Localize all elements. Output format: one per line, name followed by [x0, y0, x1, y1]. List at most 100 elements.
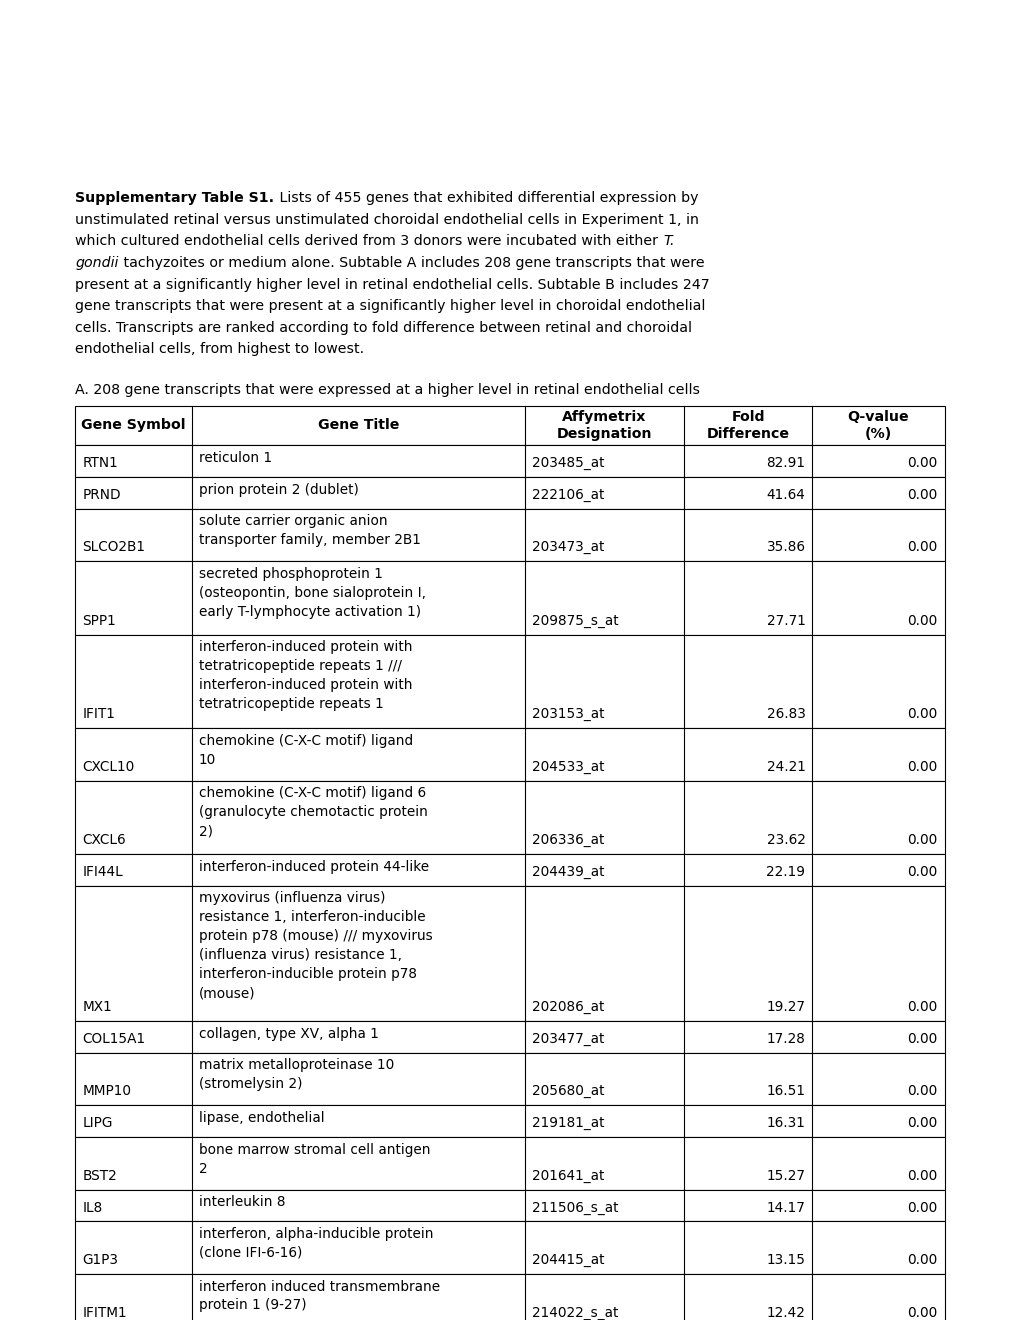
Text: 0.00: 0.00	[907, 865, 936, 879]
Text: prion protein 2 (dublet): prion protein 2 (dublet)	[199, 483, 359, 496]
Text: gene transcripts that were present at a significantly higher level in choroidal : gene transcripts that were present at a …	[75, 300, 705, 313]
Text: CXCL10: CXCL10	[83, 760, 135, 774]
Text: SPP1: SPP1	[83, 614, 116, 627]
Text: 0.00: 0.00	[907, 760, 936, 774]
Text: A. 208 gene transcripts that were expressed at a higher level in retinal endothe: A. 208 gene transcripts that were expres…	[75, 383, 700, 397]
Text: 27.71: 27.71	[766, 614, 805, 627]
Text: IFITM1: IFITM1	[83, 1305, 127, 1320]
Text: Q-value
(%): Q-value (%)	[847, 411, 908, 441]
Bar	[75, 1053, 944, 1105]
Text: tachyzoites or medium alone. Subtable A includes 208 gene transcripts that were: tachyzoites or medium alone. Subtable A …	[119, 256, 704, 271]
Text: IL8: IL8	[83, 1201, 103, 1214]
Text: 0.00: 0.00	[907, 833, 936, 847]
Text: 0.00: 0.00	[907, 1032, 936, 1045]
Bar	[75, 1189, 944, 1221]
Text: 0.00: 0.00	[907, 708, 936, 722]
Text: 219181_at: 219181_at	[531, 1117, 603, 1130]
Text: interleukin 8: interleukin 8	[199, 1195, 285, 1209]
Text: 14.17: 14.17	[766, 1201, 805, 1214]
Text: reticulon 1: reticulon 1	[199, 451, 272, 465]
Text: 0.00: 0.00	[907, 1305, 936, 1320]
Text: interferon, alpha-inducible protein
(clone IFI-6-16): interferon, alpha-inducible protein (clo…	[199, 1228, 433, 1261]
Text: 16.31: 16.31	[766, 1117, 805, 1130]
Text: gondii: gondii	[75, 256, 119, 271]
Text: 24.21: 24.21	[766, 760, 805, 774]
Text: 209875_s_at: 209875_s_at	[531, 614, 618, 627]
Text: myxovirus (influenza virus)
resistance 1, interferon-inducible
protein p78 (mous: myxovirus (influenza virus) resistance 1…	[199, 891, 432, 1001]
Text: 0.00: 0.00	[907, 1253, 936, 1267]
Text: 205680_at: 205680_at	[531, 1085, 603, 1098]
Text: unstimulated retinal versus unstimulated choroidal endothelial cells in Experime: unstimulated retinal versus unstimulated…	[75, 213, 699, 227]
Text: 0.00: 0.00	[907, 1085, 936, 1098]
Bar	[75, 477, 944, 510]
Bar	[75, 886, 944, 1022]
Text: 0.00: 0.00	[907, 614, 936, 627]
Text: present at a significantly higher level in retinal endothelial cells. Subtable B: present at a significantly higher level …	[75, 277, 709, 292]
Text: Gene Symbol: Gene Symbol	[82, 418, 185, 433]
Text: 16.51: 16.51	[765, 1085, 805, 1098]
Text: chemokine (C-X-C motif) ligand
10: chemokine (C-X-C motif) ligand 10	[199, 734, 413, 767]
Text: Gene Title: Gene Title	[317, 418, 398, 433]
Text: 26.83: 26.83	[766, 708, 805, 722]
Text: 0.00: 0.00	[907, 488, 936, 502]
Text: 23.62: 23.62	[766, 833, 805, 847]
Bar	[75, 781, 944, 854]
Bar	[75, 445, 944, 477]
Bar	[75, 1274, 944, 1320]
Text: interferon-induced protein with
tetratricopeptide repeats 1 ///
interferon-induc: interferon-induced protein with tetratri…	[199, 640, 412, 711]
Text: cells. Transcripts are ranked according to fold difference between retinal and c: cells. Transcripts are ranked according …	[75, 321, 692, 334]
Bar	[75, 854, 944, 886]
Text: solute carrier organic anion
transporter family, member 2B1: solute carrier organic anion transporter…	[199, 515, 421, 548]
Bar	[75, 405, 944, 445]
Text: which cultured endothelial cells derived from 3 donors were incubated with eithe: which cultured endothelial cells derived…	[75, 235, 662, 248]
Text: 204533_at: 204533_at	[531, 760, 603, 774]
Text: 211506_s_at: 211506_s_at	[531, 1201, 618, 1214]
Text: 13.15: 13.15	[765, 1253, 805, 1267]
Text: 82.91: 82.91	[765, 457, 805, 470]
Text: 206336_at: 206336_at	[531, 833, 603, 847]
Text: collagen, type XV, alpha 1: collagen, type XV, alpha 1	[199, 1027, 378, 1040]
Text: endothelial cells, from highest to lowest.: endothelial cells, from highest to lowes…	[75, 342, 364, 356]
Text: LIPG: LIPG	[83, 1117, 113, 1130]
Text: RTN1: RTN1	[83, 457, 118, 470]
Text: 22.19: 22.19	[765, 865, 805, 879]
Text: 12.42: 12.42	[766, 1305, 805, 1320]
Text: COL15A1: COL15A1	[83, 1032, 146, 1045]
Text: IFIT1: IFIT1	[83, 708, 115, 722]
Text: 203477_at: 203477_at	[531, 1032, 603, 1045]
Text: MMP10: MMP10	[83, 1085, 131, 1098]
Text: G1P3: G1P3	[83, 1253, 118, 1267]
Text: BST2: BST2	[83, 1168, 117, 1183]
Text: secreted phosphoprotein 1
(osteopontin, bone sialoprotein I,
early T-lymphocyte : secreted phosphoprotein 1 (osteopontin, …	[199, 566, 426, 619]
Text: 41.64: 41.64	[766, 488, 805, 502]
Text: interferon induced transmembrane
protein 1 (9-27): interferon induced transmembrane protein…	[199, 1279, 439, 1312]
Text: 202086_at: 202086_at	[531, 1001, 603, 1014]
Text: 0.00: 0.00	[907, 1001, 936, 1014]
Text: Fold
Difference: Fold Difference	[706, 411, 789, 441]
Text: 19.27: 19.27	[765, 1001, 805, 1014]
Bar	[75, 729, 944, 781]
Bar	[75, 510, 944, 561]
Bar	[75, 1105, 944, 1138]
Text: 204439_at: 204439_at	[531, 865, 603, 879]
Text: matrix metalloproteinase 10
(stromelysin 2): matrix metalloproteinase 10 (stromelysin…	[199, 1059, 393, 1092]
Text: PRND: PRND	[83, 488, 121, 502]
Text: 203153_at: 203153_at	[531, 708, 603, 722]
Text: bone marrow stromal cell antigen
2: bone marrow stromal cell antigen 2	[199, 1143, 430, 1176]
Bar	[75, 635, 944, 729]
Text: 214022_s_at: 214022_s_at	[531, 1305, 618, 1320]
Text: Lists of 455 genes that exhibited differential expression by: Lists of 455 genes that exhibited differ…	[274, 191, 697, 206]
Text: 0.00: 0.00	[907, 1168, 936, 1183]
Text: 0.00: 0.00	[907, 1201, 936, 1214]
Text: MX1: MX1	[83, 1001, 112, 1014]
Text: 17.28: 17.28	[766, 1032, 805, 1045]
Text: 0.00: 0.00	[907, 457, 936, 470]
Bar	[75, 561, 944, 635]
Text: Supplementary Table S1.: Supplementary Table S1.	[75, 191, 274, 206]
Text: 35.86: 35.86	[765, 540, 805, 554]
Text: CXCL6: CXCL6	[83, 833, 126, 847]
Text: 203485_at: 203485_at	[531, 457, 603, 470]
Text: SLCO2B1: SLCO2B1	[83, 540, 146, 554]
Text: 222106_at: 222106_at	[531, 488, 603, 502]
Bar	[75, 1138, 944, 1189]
